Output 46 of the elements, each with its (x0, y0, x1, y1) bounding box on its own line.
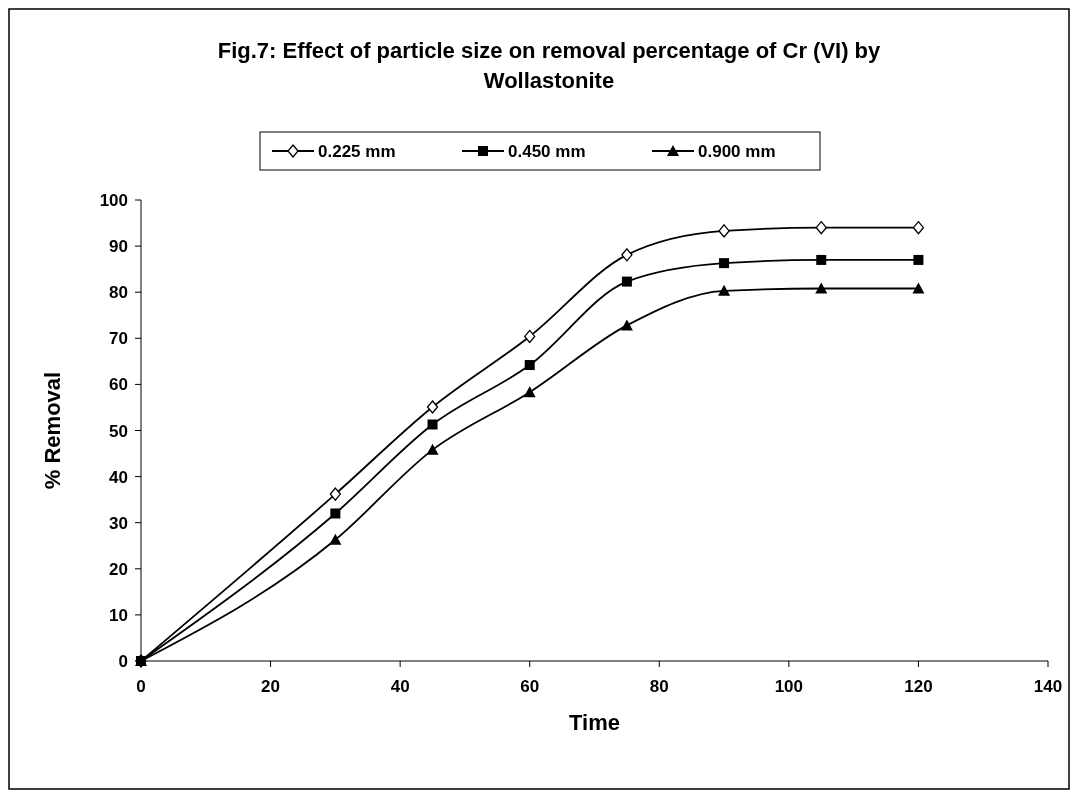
point (426, 443, 439, 455)
legend-label: 0.900 mm (698, 142, 776, 161)
point (718, 284, 731, 296)
point (719, 258, 730, 269)
y-tick-label: 0 (118, 652, 128, 671)
x-tick-label: 100 (774, 677, 804, 696)
y-tick-label: 100 (99, 191, 128, 210)
x-tick-label: 0 (136, 677, 146, 696)
point (427, 419, 438, 430)
point (816, 254, 827, 265)
point (912, 221, 925, 235)
point (815, 221, 827, 235)
point (426, 400, 439, 414)
y-tick-label: 90 (109, 237, 128, 257)
x-tick-label: 80 (649, 677, 669, 696)
x-axis-title: Time (569, 710, 620, 735)
y-tick-label: 20 (109, 559, 128, 579)
point (913, 254, 924, 265)
point (330, 508, 341, 519)
legend-label: 0.450 mm (508, 142, 586, 161)
y-tick-label: 50 (109, 421, 128, 441)
y-tick-label: 40 (109, 467, 128, 487)
point (621, 276, 632, 287)
x-tick-label: 140 (1033, 677, 1063, 696)
x-tick-label: 20 (261, 677, 281, 696)
y-tick-label: 70 (109, 329, 128, 349)
x-tick-label: 120 (904, 677, 933, 696)
chart-title: Fig.7: Effect of particle size on removal percentage of Cr (VI) by Wollastonite (217, 38, 882, 93)
y-tick-label: 30 (109, 513, 128, 533)
y-axis-title: % Removal (40, 371, 65, 490)
point (524, 360, 535, 371)
y-tick-label: 60 (109, 375, 128, 395)
x-tick-label: 40 (390, 677, 410, 696)
point (523, 386, 536, 398)
point (620, 319, 633, 331)
y-tick-label: 10 (109, 605, 128, 625)
x-tick-label: 60 (520, 677, 540, 696)
legend-label: 0.225 mm (318, 142, 396, 161)
point (718, 224, 730, 238)
y-tick-label: 80 (109, 283, 128, 303)
point (329, 533, 342, 545)
point (912, 282, 925, 294)
point (621, 248, 633, 262)
point (815, 282, 828, 294)
point (329, 487, 342, 501)
point (524, 329, 536, 344)
